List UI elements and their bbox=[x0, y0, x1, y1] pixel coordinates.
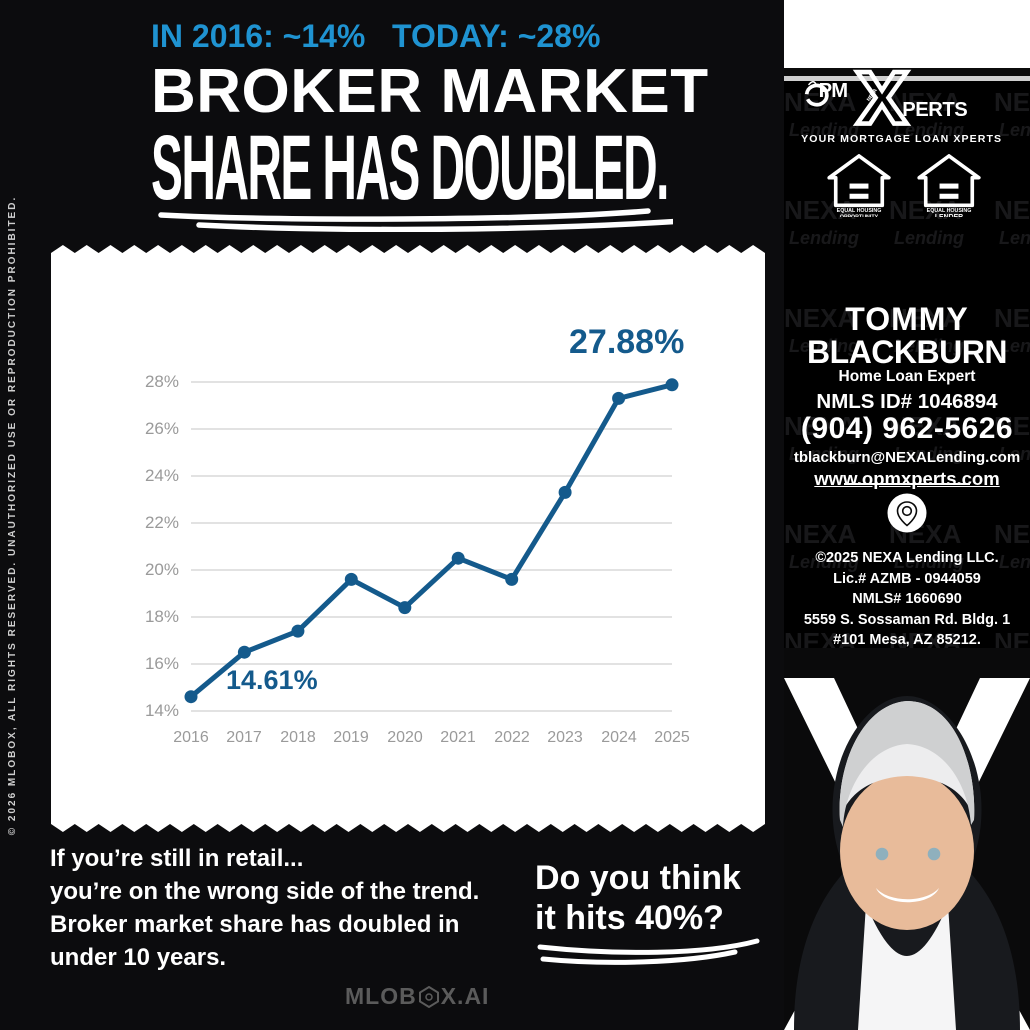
svg-text:EQUAL HOUSING: EQUAL HOUSING bbox=[927, 208, 972, 214]
svg-text:2016: 2016 bbox=[173, 729, 209, 746]
svg-text:28%: 28% bbox=[145, 372, 179, 391]
svg-text:2021: 2021 bbox=[440, 729, 476, 746]
svg-text:PM: PM bbox=[819, 80, 848, 102]
svg-text:PERTS: PERTS bbox=[902, 99, 967, 121]
svg-text:LENDER: LENDER bbox=[935, 214, 963, 217]
svg-text:2020: 2020 bbox=[387, 729, 423, 746]
svg-text:20%: 20% bbox=[145, 560, 179, 579]
svg-text:2017: 2017 bbox=[226, 729, 262, 746]
svg-text:YOUR MORTGAGE LOAN XPERTS: YOUR MORTGAGE LOAN XPERTS bbox=[801, 133, 1002, 145]
svg-text:2025: 2025 bbox=[654, 729, 690, 746]
svg-text:14.61%: 14.61% bbox=[226, 665, 318, 695]
svg-text:27.88%: 27.88% bbox=[569, 323, 684, 361]
svg-text:22%: 22% bbox=[145, 513, 179, 532]
svg-text:OPPORTUNITY: OPPORTUNITY bbox=[840, 214, 879, 217]
svg-text:24%: 24% bbox=[145, 466, 179, 485]
svg-text:2018: 2018 bbox=[280, 729, 316, 746]
svg-text:2024: 2024 bbox=[601, 729, 637, 746]
svg-text:16%: 16% bbox=[145, 654, 179, 673]
svg-text:2022: 2022 bbox=[494, 729, 530, 746]
svg-text:14%: 14% bbox=[145, 701, 179, 720]
svg-text:2023: 2023 bbox=[547, 729, 583, 746]
svg-text:26%: 26% bbox=[145, 419, 179, 438]
svg-text:18%: 18% bbox=[145, 607, 179, 626]
svg-text:2019: 2019 bbox=[333, 729, 369, 746]
svg-text:EQUAL HOUSING: EQUAL HOUSING bbox=[837, 208, 882, 214]
